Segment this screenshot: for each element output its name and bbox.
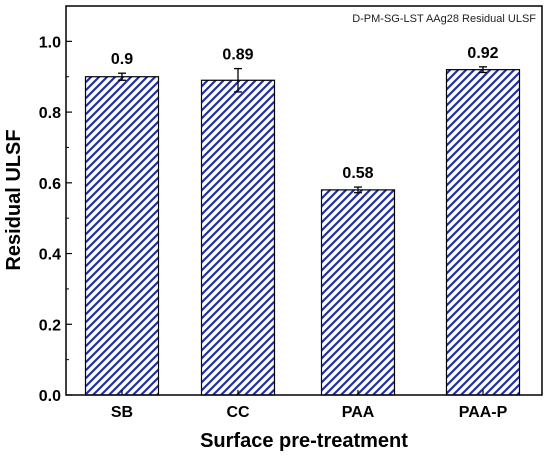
value-label-sb: 0.9 xyxy=(111,51,133,68)
y-axis-ticks: 0.0 0.2 0.4 0.6 0.8 1.0 xyxy=(39,34,72,405)
bar-paa-p xyxy=(445,69,521,396)
chart-title: D-PM-SG-LST AAg28 Residual ULSF xyxy=(352,13,536,25)
value-labels: 0.9 0.89 0.58 0.92 xyxy=(111,45,499,182)
y-tick-label: 0.8 xyxy=(39,105,61,122)
y-tick-label: 0.0 xyxy=(39,388,61,405)
bar-sb xyxy=(84,76,160,396)
x-axis-ticks: SB CC PAA PAA-P xyxy=(111,390,508,421)
x-axis-title: Surface pre-treatment xyxy=(200,430,408,452)
y-tick-label: 0.2 xyxy=(39,317,61,334)
x-tick-label-paa: PAA xyxy=(342,404,375,421)
bars xyxy=(84,69,521,396)
y-axis-title: Residual ULSF xyxy=(3,129,25,270)
bar-cc xyxy=(200,79,276,396)
value-label-paa-p: 0.92 xyxy=(467,45,498,62)
x-tick-label-sb: SB xyxy=(111,404,133,421)
value-label-paa: 0.58 xyxy=(342,165,373,182)
y-tick-label: 0.4 xyxy=(39,247,61,264)
x-tick-label-paa-p: PAA-P xyxy=(459,404,508,421)
plot-area-frame xyxy=(65,5,543,396)
bar-paa xyxy=(320,189,396,396)
y-tick-label: 0.6 xyxy=(39,176,61,193)
value-label-cc: 0.89 xyxy=(222,47,253,64)
y-tick-label: 1.0 xyxy=(39,34,61,51)
error-bars xyxy=(118,66,487,194)
x-tick-label-cc: CC xyxy=(226,404,250,421)
